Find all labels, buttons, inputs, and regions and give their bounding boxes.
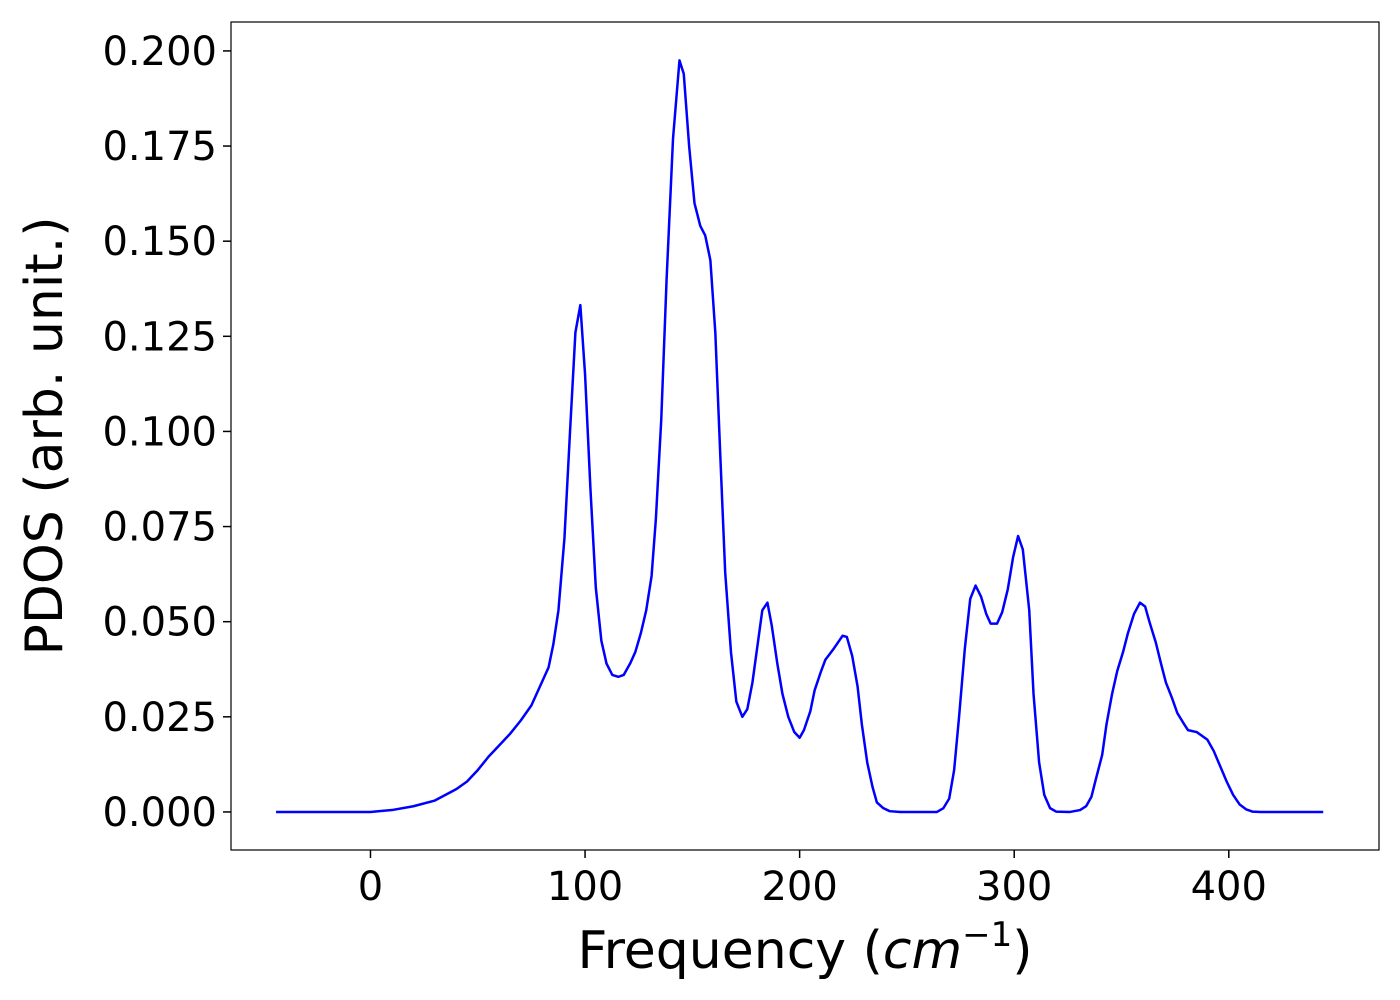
x-tick-label: 0 (358, 864, 383, 910)
y-tick-label: 0.050 (102, 600, 217, 646)
x-tick-label: 100 (547, 864, 623, 910)
y-tick-label: 0.000 (102, 790, 217, 836)
y-tick-label: 0.125 (102, 314, 217, 360)
y-tick-label: 0.100 (102, 409, 217, 455)
x-tick-label: 400 (1191, 864, 1267, 910)
x-tick-label: 200 (761, 864, 837, 910)
x-tick-label: 300 (976, 864, 1052, 910)
y-tick-label: 0.075 (102, 505, 217, 551)
line (276, 59, 1324, 814)
y-tick-label: 0.150 (102, 219, 217, 265)
y-tick-label: 0.025 (102, 695, 217, 741)
plot-frame (230, 21, 1380, 851)
y-tick-label: 0.200 (102, 29, 217, 75)
y-tick-label: 0.175 (102, 124, 217, 170)
x-axis-label: Frequency (cm−1) (577, 915, 1032, 981)
y-axis-label: PDOS (arb. unit.) (15, 216, 75, 655)
